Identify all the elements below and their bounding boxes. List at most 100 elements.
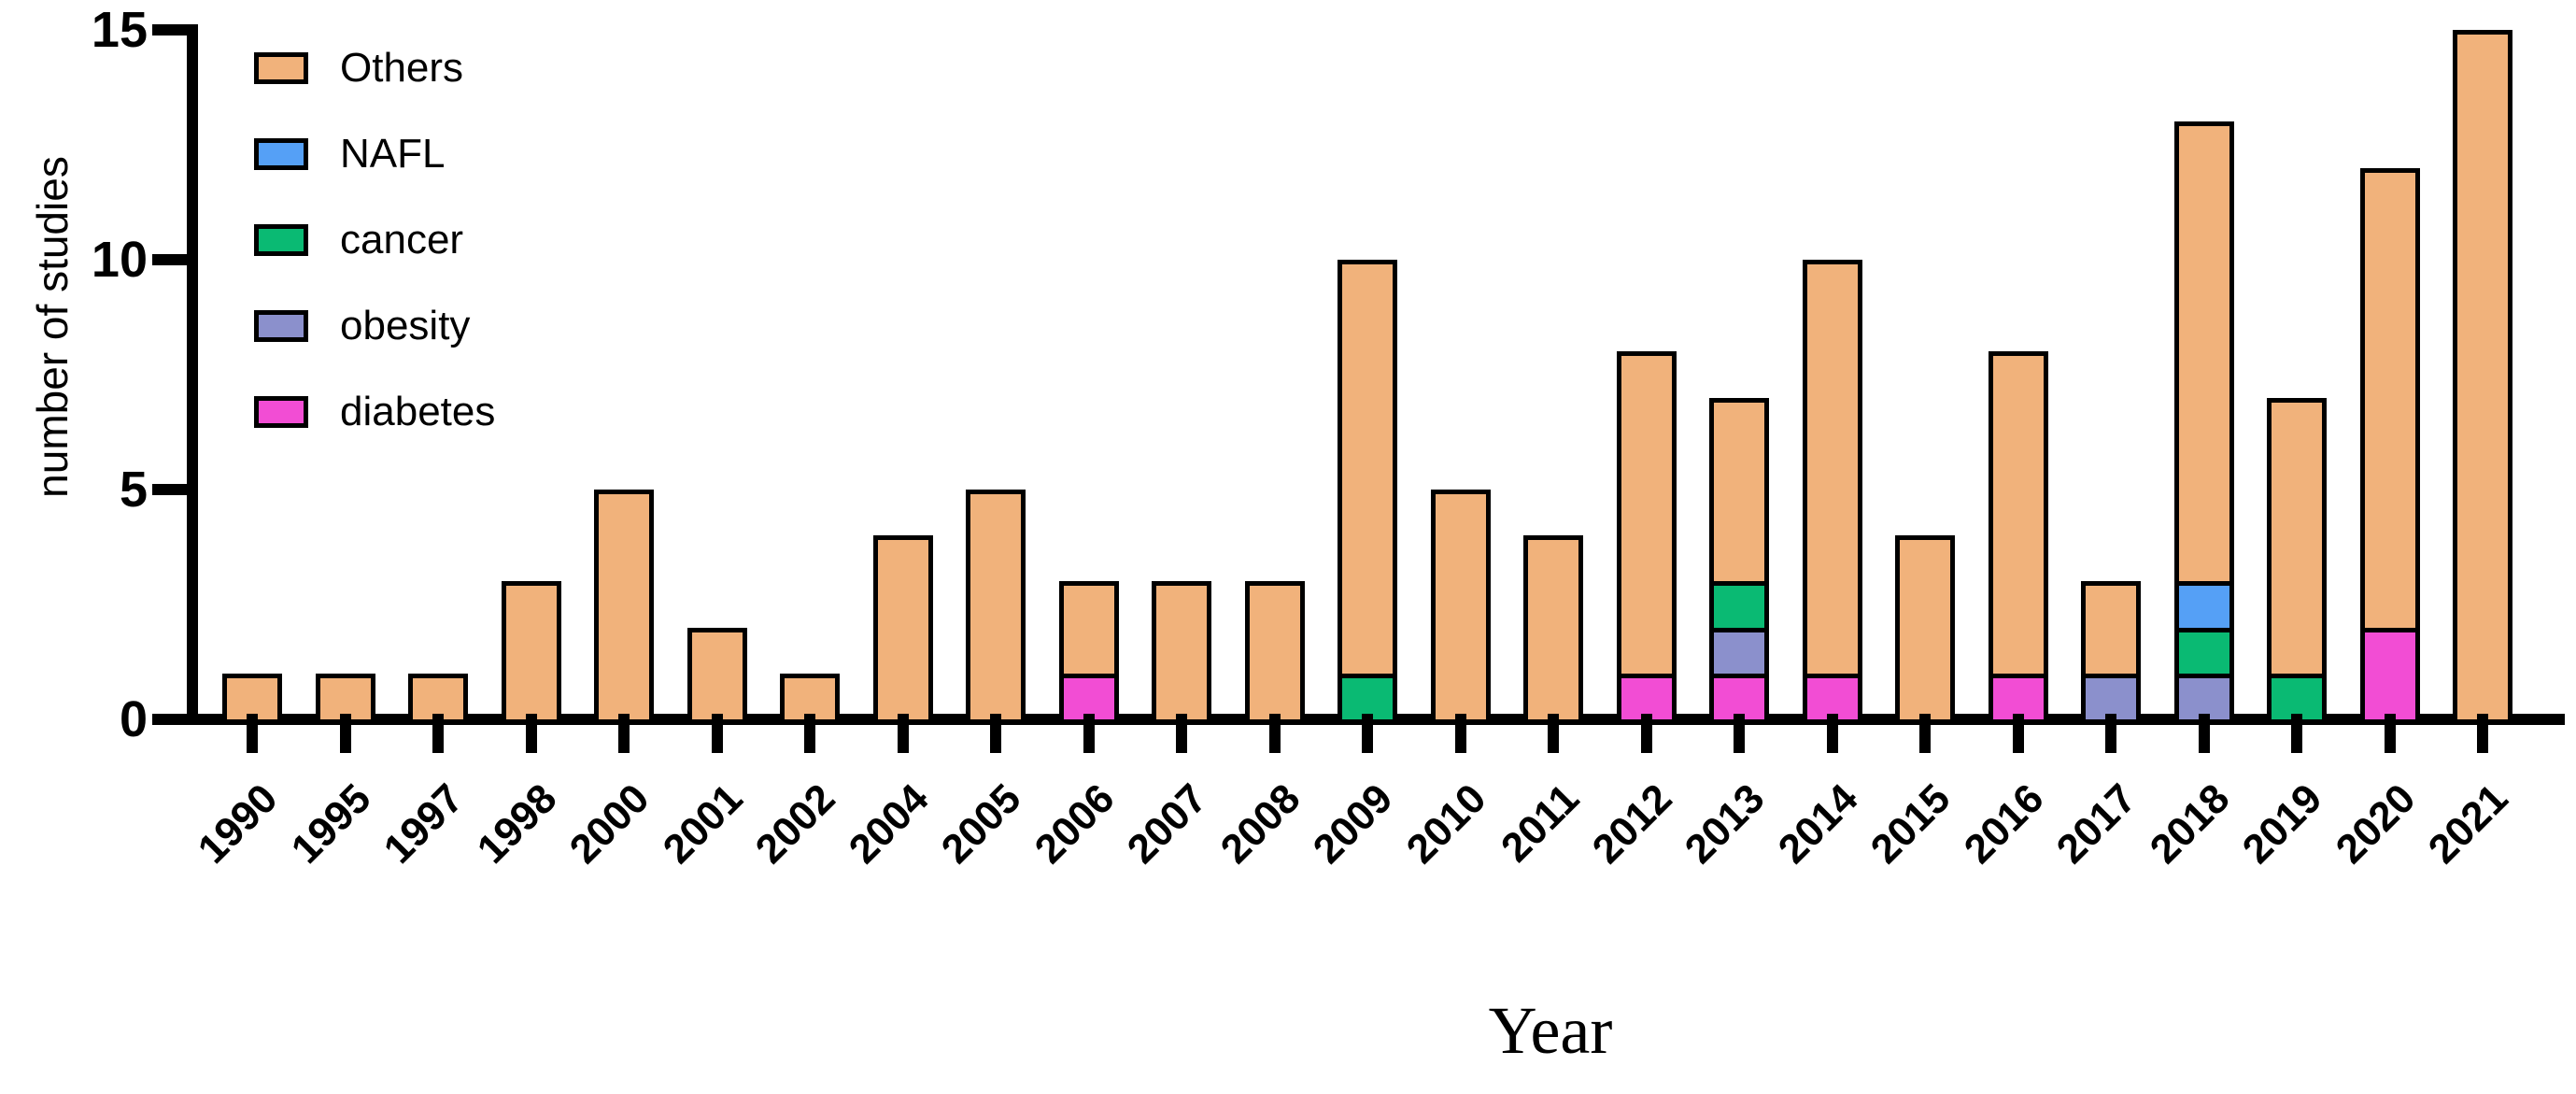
x-tick-2015 — [1919, 714, 1931, 753]
bar-2017 — [2081, 581, 2141, 724]
y-tick-0 — [152, 714, 191, 725]
x-tick-label-2001: 2001 — [654, 775, 752, 873]
x-tick-label-1990: 1990 — [189, 775, 287, 873]
x-tick-label-2012: 2012 — [1583, 775, 1681, 873]
x-tick-label-2014: 2014 — [1769, 775, 1867, 873]
bar-2007 — [1152, 581, 1211, 724]
bar-segment-2015-Others — [1895, 535, 1955, 724]
x-tick-2009 — [1362, 714, 1373, 753]
bar-segment-1998-Others — [501, 581, 561, 724]
bar-2009 — [1338, 260, 1397, 724]
bar-1998 — [501, 581, 561, 724]
x-tick-1990 — [247, 714, 258, 753]
bar-segment-2000-Others — [594, 490, 654, 724]
bar-segment-2020-diabetes — [2359, 627, 2420, 724]
bar-2013 — [1709, 397, 1769, 724]
bar-segment-2004-Others — [872, 535, 933, 724]
x-tick-label-2021: 2021 — [2419, 775, 2517, 873]
bar-2004 — [872, 535, 933, 724]
bar-segment-2014-Others — [1802, 260, 1862, 678]
legend-label-obesity: obesity — [340, 303, 471, 348]
x-tick-label-2016: 2016 — [1955, 775, 2053, 873]
x-tick-2013 — [1734, 714, 1745, 753]
bar-2020 — [2359, 167, 2420, 724]
legend-item-obesity: obesity — [254, 303, 471, 348]
x-tick-label-1997: 1997 — [375, 775, 473, 873]
x-tick-label-2020: 2020 — [2327, 775, 2425, 873]
x-tick-2011 — [1548, 714, 1559, 753]
legend-swatch-obesity — [254, 310, 308, 342]
x-tick-label-1995: 1995 — [282, 775, 380, 873]
x-tick-label-2009: 2009 — [1304, 775, 1402, 873]
x-tick-2001 — [711, 714, 723, 753]
bar-2000 — [594, 490, 654, 724]
bar-segment-2010-Others — [1430, 490, 1491, 724]
legend-item-Others: Others — [254, 45, 464, 91]
x-tick-2008 — [1268, 714, 1281, 753]
x-tick-2021 — [2477, 714, 2488, 753]
legend-swatch-cancer — [254, 224, 308, 256]
bar-segment-2008-Others — [1244, 581, 1305, 724]
x-tick-label-1998: 1998 — [468, 775, 566, 873]
x-tick-2014 — [1826, 714, 1838, 753]
x-tick-2004 — [897, 714, 909, 753]
bar-2001 — [686, 627, 747, 724]
x-tick-1997 — [432, 714, 444, 753]
legend-label-Others: Others — [340, 45, 464, 91]
y-tick-label-0: 0 — [119, 691, 148, 747]
bar-segment-2018-cancer — [2173, 627, 2234, 678]
x-tick-2017 — [2105, 714, 2116, 753]
x-tick-label-2004: 2004 — [840, 775, 938, 873]
bar-2014 — [1802, 260, 1862, 724]
x-tick-label-2019: 2019 — [2233, 775, 2331, 873]
x-tick-2005 — [990, 714, 1001, 753]
y-tick-10 — [152, 254, 191, 265]
bar-2016 — [1988, 351, 2048, 724]
bar-2019 — [2267, 397, 2327, 724]
y-axis-title: number of studies — [28, 156, 77, 498]
bar-segment-2013-obesity — [1709, 627, 1769, 678]
legend-item-NAFL: NAFL — [254, 134, 445, 175]
x-tick-2016 — [2012, 714, 2024, 753]
bar-segment-2018-obesity — [2173, 673, 2234, 724]
x-tick-label-2008: 2008 — [1211, 775, 1309, 873]
bar-segment-2021-Others — [2453, 30, 2512, 724]
x-tick-2000 — [618, 714, 630, 753]
bar-segment-2013-cancer — [1709, 581, 1769, 632]
legend-label-cancer: cancer — [340, 217, 464, 263]
y-tick-15 — [152, 24, 191, 36]
x-tick-2020 — [2384, 714, 2396, 753]
legend-item-cancer: cancer — [254, 217, 464, 263]
bar-segment-2018-NAFL — [2173, 581, 2234, 632]
bar-2005 — [966, 490, 1026, 724]
legend-swatch-diabetes — [254, 396, 308, 428]
bar-2012 — [1616, 351, 1677, 724]
bar-2008 — [1244, 581, 1305, 724]
legend-label-diabetes: diabetes — [340, 389, 496, 434]
bar-segment-2017-Others — [2081, 581, 2141, 678]
x-axis-title: Year — [1488, 993, 1613, 1068]
bar-segment-2016-Others — [1988, 351, 2048, 678]
x-tick-2012 — [1640, 714, 1652, 753]
x-tick-label-2013: 2013 — [1676, 775, 1774, 873]
x-tick-label-2018: 2018 — [2141, 775, 2239, 873]
bar-segment-2007-Others — [1152, 581, 1211, 724]
y-tick-label-5: 5 — [119, 462, 148, 518]
bar-segment-2019-Others — [2267, 397, 2327, 678]
x-tick-label-2006: 2006 — [1026, 775, 1124, 873]
y-tick-label-10: 10 — [91, 232, 148, 288]
x-tick-label-2002: 2002 — [746, 775, 844, 873]
y-tick-5 — [152, 484, 191, 495]
x-tick-label-2015: 2015 — [1861, 775, 1960, 873]
x-tick-2018 — [2198, 714, 2210, 753]
x-tick-label-2010: 2010 — [1397, 775, 1495, 873]
x-tick-label-2005: 2005 — [932, 775, 1030, 873]
bar-2011 — [1523, 535, 1583, 724]
bar-2015 — [1895, 535, 1955, 724]
bar-segment-2013-Others — [1709, 397, 1769, 587]
bar-segment-2019-cancer — [2267, 673, 2327, 724]
bar-2021 — [2453, 30, 2512, 724]
x-tick-1998 — [525, 714, 537, 753]
legend-item-diabetes: diabetes — [254, 389, 496, 434]
